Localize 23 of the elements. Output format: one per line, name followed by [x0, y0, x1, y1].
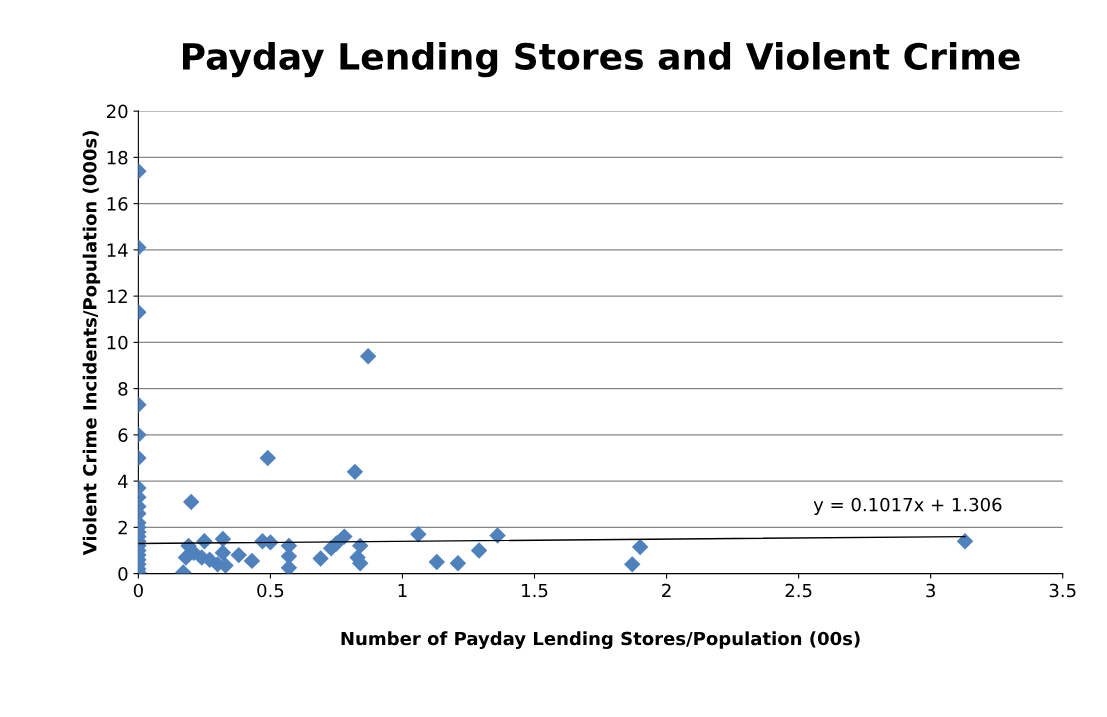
- x-tick-label: 3.5: [1049, 583, 1076, 598]
- y-tick-label: 20: [107, 104, 128, 119]
- y-tick-label: 10: [107, 335, 128, 350]
- x-tick-label: 0.5: [257, 583, 284, 598]
- y-tick-label: 14: [107, 243, 128, 257]
- y-tick-label: 16: [107, 197, 128, 211]
- x-tick-label: 0: [133, 583, 143, 598]
- y-tick-label: 2: [118, 520, 127, 535]
- x-tick-label: 3: [926, 583, 935, 598]
- y-tick-label: 4: [118, 474, 128, 488]
- y-tick-label: 8: [118, 382, 128, 396]
- y-tick-label: 18: [107, 150, 128, 165]
- y-tick-label: 12: [107, 289, 127, 303]
- y-tick-label: 6: [118, 428, 128, 442]
- x-tick-label: 1.5: [522, 583, 548, 598]
- x-tick-label: 1: [398, 583, 407, 598]
- x-tick-label: 2: [662, 583, 671, 598]
- x-tick-label: 2.5: [785, 583, 812, 598]
- y-axis-title: Violent Crime Incidents/Population (000s): [82, 131, 101, 556]
- annotation: y = 0.1017x + 1.306: [813, 497, 1002, 515]
- x-axis-title: Number of Payday Lending Stores/Population (00s): [341, 631, 860, 649]
- y-tick-label: 0: [118, 567, 128, 581]
- chart-title: Payday Lending Stores and Violent Crime: [183, 42, 1020, 78]
